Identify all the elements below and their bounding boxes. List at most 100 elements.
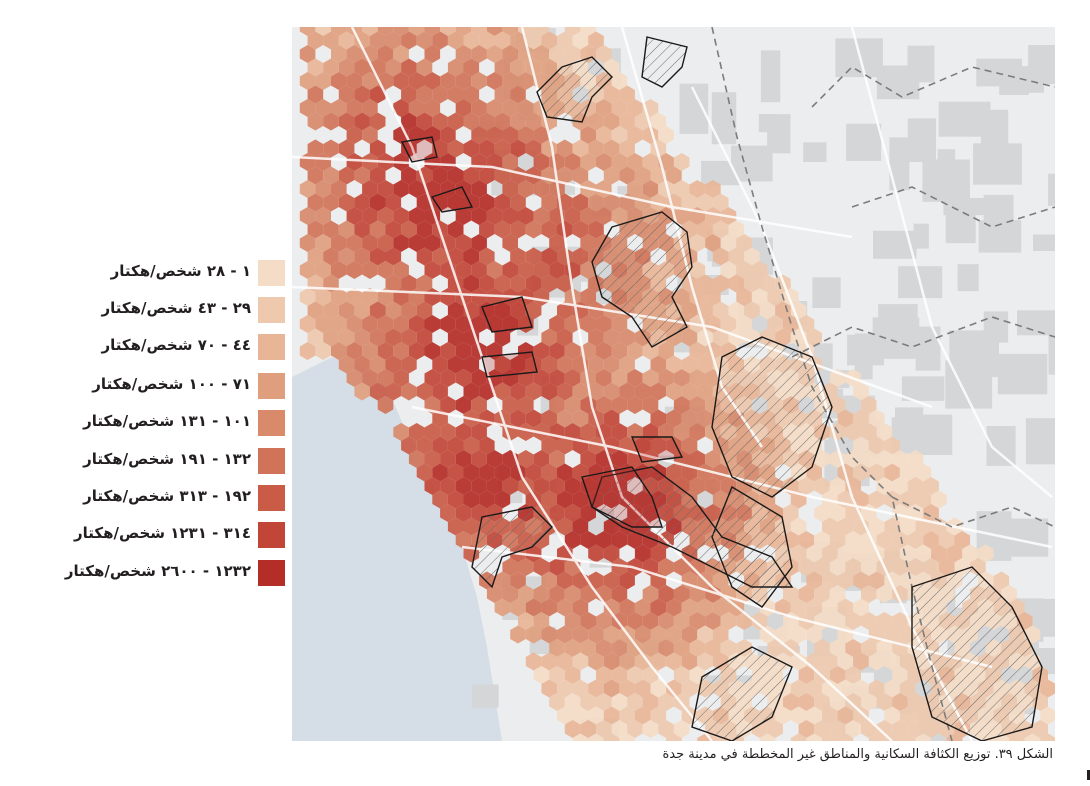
density-hex: [533, 153, 550, 171]
density-hex: [323, 301, 339, 320]
density-hex: [377, 396, 394, 414]
density-hex: [362, 180, 378, 198]
density-hex: [416, 220, 433, 239]
density-hex: [884, 490, 900, 509]
density-hex: [416, 301, 433, 320]
density-hex: [611, 585, 628, 603]
density-hex: [853, 652, 869, 671]
density-hex: [338, 220, 355, 239]
legend-item: ١٢٣٢ - ٢٦٠٠ شخص/هكتار: [20, 560, 285, 586]
density-hex: [876, 693, 893, 711]
density-hex: [362, 261, 378, 279]
density-hex: [518, 423, 534, 441]
density-hex: [658, 126, 674, 144]
density-hex: [510, 274, 526, 293]
density-hex: [588, 679, 604, 698]
density-hex: [853, 706, 869, 725]
density-hex: [494, 490, 511, 509]
density-hex: [299, 45, 316, 63]
density-hex: [447, 31, 464, 50]
urban-block: [803, 142, 827, 162]
legend-label: ٧١ - ١٠٠ شخص/هكتار: [92, 375, 251, 393]
density-hex: [697, 409, 713, 428]
density-hex: [440, 504, 456, 522]
legend-item: ١ - ٢٨ شخص/هكتار: [20, 260, 285, 286]
density-hex: [525, 112, 542, 131]
density-hex: [385, 58, 402, 77]
density-hex: [923, 504, 939, 522]
density-hex: [689, 234, 706, 252]
density-hex: [369, 328, 386, 347]
density-hex: [736, 315, 752, 333]
density-hex: [307, 31, 324, 50]
density-hex: [611, 450, 628, 468]
density-hex: [393, 207, 409, 225]
legend-swatch: [258, 297, 285, 323]
density-hex: [447, 490, 464, 509]
density-hex: [362, 234, 378, 252]
density-hex: [354, 301, 370, 320]
density-hex: [611, 720, 628, 738]
density-hex: [346, 342, 363, 360]
density-hex: [580, 693, 596, 711]
density-hex: [362, 207, 378, 225]
density-hex: [510, 382, 526, 401]
density-hex: [564, 612, 581, 630]
density-hex: [580, 450, 596, 468]
density-hex: [876, 531, 893, 549]
density-hex: [440, 423, 456, 441]
density-hex: [463, 382, 480, 401]
density-hex: [541, 436, 557, 455]
density-hex: [518, 99, 534, 117]
density-hex: [564, 504, 581, 522]
density-hex: [354, 193, 370, 212]
density-hex: [783, 504, 799, 522]
density-hex: [775, 301, 791, 320]
density-hex: [767, 639, 783, 657]
density-hex: [681, 382, 698, 401]
density-hex: [899, 733, 916, 741]
density-hex: [673, 612, 690, 630]
density-hex: [549, 639, 565, 657]
density-hex: [596, 720, 612, 738]
density-hex: [790, 544, 807, 563]
density-hex: [650, 544, 667, 563]
density-hex: [331, 72, 347, 90]
density-hex: [720, 612, 737, 630]
urban-block: [1025, 418, 1055, 465]
density-hex: [899, 706, 916, 725]
density-hex: [650, 706, 667, 725]
legend-label: ١٢٣٢ - ٢٦٠٠ شخص/هكتار: [64, 562, 251, 580]
density-hex: [892, 666, 908, 684]
urban-block: [472, 684, 499, 708]
density-hex: [385, 328, 402, 347]
density-hex: [440, 450, 456, 468]
density-hex: [884, 679, 900, 698]
density-hex: [720, 639, 737, 657]
density-hex: [697, 598, 713, 617]
density-hex: [432, 436, 448, 455]
density-hex: [323, 166, 339, 185]
density-hex: [564, 45, 581, 63]
density-hex: [775, 706, 791, 725]
density-hex: [424, 45, 441, 63]
legend-label: ٣١٤ - ١٢٣١ شخص/هكتار: [73, 524, 251, 542]
density-hex: [580, 720, 596, 738]
density-hex: [611, 126, 628, 144]
density-hex: [494, 85, 511, 104]
density-hex: [557, 652, 573, 671]
density-hex: [557, 571, 573, 590]
density-hex: [432, 31, 448, 50]
density-hex: [588, 355, 604, 374]
density-hex: [603, 571, 620, 590]
density-hex: [588, 652, 604, 671]
density-hex: [393, 342, 409, 360]
density-hex: [689, 477, 706, 495]
density-hex: [564, 531, 581, 549]
density-hex: [829, 504, 846, 522]
density-hex: [549, 261, 565, 279]
density-hex: [502, 315, 518, 333]
density-hex: [377, 45, 394, 63]
density-hex: [525, 382, 542, 401]
density-hex: [728, 247, 745, 266]
